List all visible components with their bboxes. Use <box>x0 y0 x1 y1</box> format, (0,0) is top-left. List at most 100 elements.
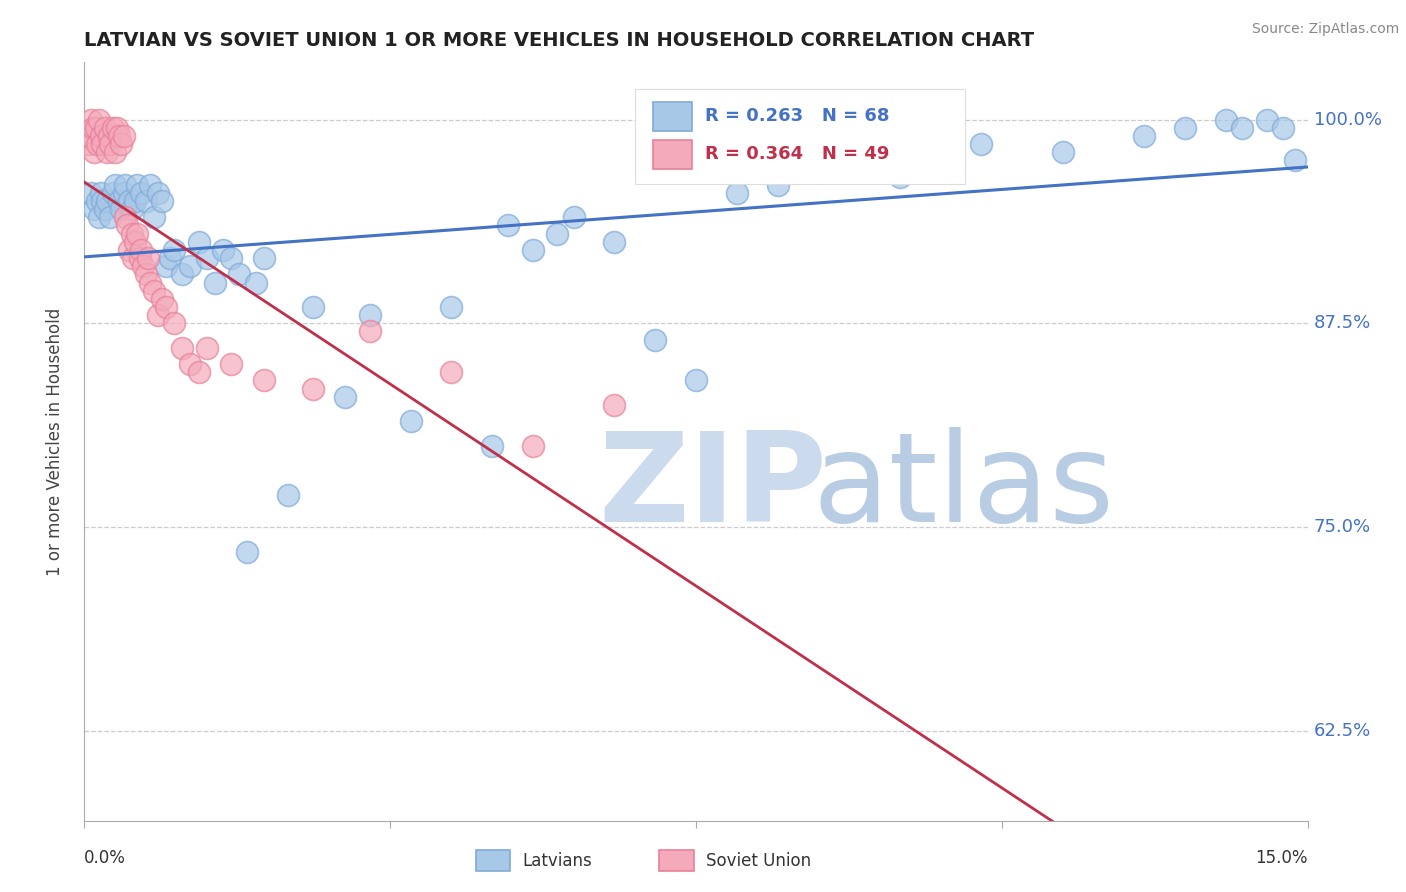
Point <box>124 235 146 249</box>
Text: 15.0%: 15.0% <box>1256 849 1308 867</box>
Point <box>603 398 626 412</box>
Point <box>93 120 115 135</box>
Point <box>1174 120 1197 135</box>
Point <box>163 316 186 330</box>
Point <box>236 544 259 558</box>
Text: 62.5%: 62.5% <box>1313 722 1371 740</box>
Point <box>359 325 381 339</box>
Point <box>80 186 103 200</box>
Point <box>766 178 789 192</box>
Point <box>90 128 112 143</box>
Point <box>83 145 105 160</box>
Point <box>685 373 707 387</box>
Point <box>100 211 122 225</box>
Point <box>128 251 150 265</box>
Point <box>1215 112 1237 127</box>
Point <box>136 251 159 265</box>
Point <box>253 373 276 387</box>
Point <box>115 219 138 233</box>
Point <box>114 178 136 192</box>
Point <box>105 120 128 135</box>
Point <box>112 128 135 143</box>
Text: 75.0%: 75.0% <box>1313 518 1371 536</box>
Point <box>83 202 105 217</box>
Point <box>277 487 299 501</box>
Point <box>110 202 132 217</box>
Text: 100.0%: 100.0% <box>1313 111 1382 128</box>
FancyBboxPatch shape <box>654 102 692 130</box>
Point <box>1284 153 1306 168</box>
Text: 0.0%: 0.0% <box>84 849 127 867</box>
Point <box>522 243 544 257</box>
Point <box>101 120 124 135</box>
Point <box>118 194 141 208</box>
Point <box>96 194 118 208</box>
Point <box>1052 145 1074 160</box>
Point <box>172 268 194 282</box>
Point <box>86 136 108 151</box>
Text: Soviet Union: Soviet Union <box>706 852 811 870</box>
Point <box>1232 120 1254 135</box>
Point <box>970 136 993 151</box>
Point <box>132 259 155 273</box>
Point <box>93 202 115 217</box>
Point <box>118 243 141 257</box>
FancyBboxPatch shape <box>654 140 692 169</box>
Point <box>96 145 118 160</box>
Point <box>929 145 952 160</box>
Point <box>195 251 218 265</box>
Point <box>142 284 165 298</box>
FancyBboxPatch shape <box>475 850 510 871</box>
Point <box>212 243 235 257</box>
Point <box>142 211 165 225</box>
Point <box>1133 128 1156 143</box>
Text: R = 0.263   N = 68: R = 0.263 N = 68 <box>704 107 889 125</box>
Point <box>91 194 114 208</box>
Point <box>889 169 911 184</box>
Point <box>124 194 146 208</box>
Point <box>253 251 276 265</box>
Point <box>97 128 120 143</box>
Point <box>1256 112 1278 127</box>
Point <box>481 439 503 453</box>
Point <box>121 227 143 241</box>
Point <box>135 268 157 282</box>
Point <box>84 120 107 135</box>
Point <box>603 235 626 249</box>
Point <box>159 251 181 265</box>
Point <box>187 365 209 379</box>
Point <box>76 136 98 151</box>
Point <box>219 357 242 371</box>
Point <box>562 211 585 225</box>
Point <box>301 382 323 396</box>
Y-axis label: 1 or more Vehicles in Household: 1 or more Vehicles in Household <box>45 308 63 575</box>
Point <box>179 357 201 371</box>
Point <box>77 128 100 143</box>
Point <box>110 136 132 151</box>
Point <box>146 308 169 322</box>
Point <box>131 186 153 200</box>
Point <box>138 276 160 290</box>
Point <box>522 439 544 453</box>
Point <box>82 120 104 135</box>
Point <box>187 235 209 249</box>
Point <box>807 161 830 176</box>
Point <box>86 194 108 208</box>
Point <box>112 186 135 200</box>
Point <box>107 194 129 208</box>
Point <box>546 227 568 241</box>
Text: R = 0.364   N = 49: R = 0.364 N = 49 <box>704 145 889 163</box>
Text: Latvians: Latvians <box>522 852 592 870</box>
Point <box>127 227 149 241</box>
Point <box>644 333 666 347</box>
Point <box>135 194 157 208</box>
Point <box>101 186 124 200</box>
Point <box>359 308 381 322</box>
Point <box>131 243 153 257</box>
Point <box>195 341 218 355</box>
Text: ZIP: ZIP <box>598 426 827 548</box>
Point <box>219 251 242 265</box>
Point <box>90 186 112 200</box>
Point <box>127 178 149 192</box>
Point <box>179 259 201 273</box>
